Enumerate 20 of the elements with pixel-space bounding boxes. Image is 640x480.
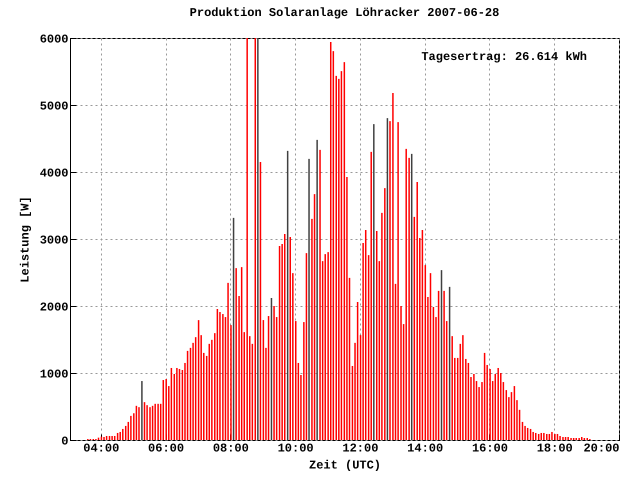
chart-title: Produktion Solaranlage Löhracker 2007-06-28	[190, 6, 500, 20]
x-axis-title: Zeit (UTC)	[308, 458, 382, 472]
x-tick-label: 04:00	[83, 442, 120, 456]
x-tick-label: 10:00	[278, 442, 314, 456]
x-tick-label: 18:00	[536, 442, 573, 456]
x-tick-label: 12:00	[342, 442, 378, 456]
y-tick-label: 4000	[40, 166, 68, 180]
y-tick-label: 6000	[40, 32, 68, 46]
y-axis-title: Leistung [W]	[18, 196, 33, 283]
annotation: Tagesertrag: 26.614 kWh	[421, 50, 587, 64]
x-tick-label: 20:00	[583, 442, 620, 456]
y-tick-label: 5000	[40, 100, 68, 114]
y-tick-label: 0	[61, 434, 68, 448]
y-tick-label: 2000	[40, 300, 68, 314]
y-tick-label: 1000	[40, 368, 68, 382]
x-tick-label: 08:00	[212, 442, 249, 456]
x-tick-label: 16:00	[472, 442, 508, 456]
y-tick-label: 3000	[40, 234, 68, 248]
x-tick-label: 14:00	[407, 442, 444, 456]
x-tick-label: 06:00	[148, 442, 184, 456]
